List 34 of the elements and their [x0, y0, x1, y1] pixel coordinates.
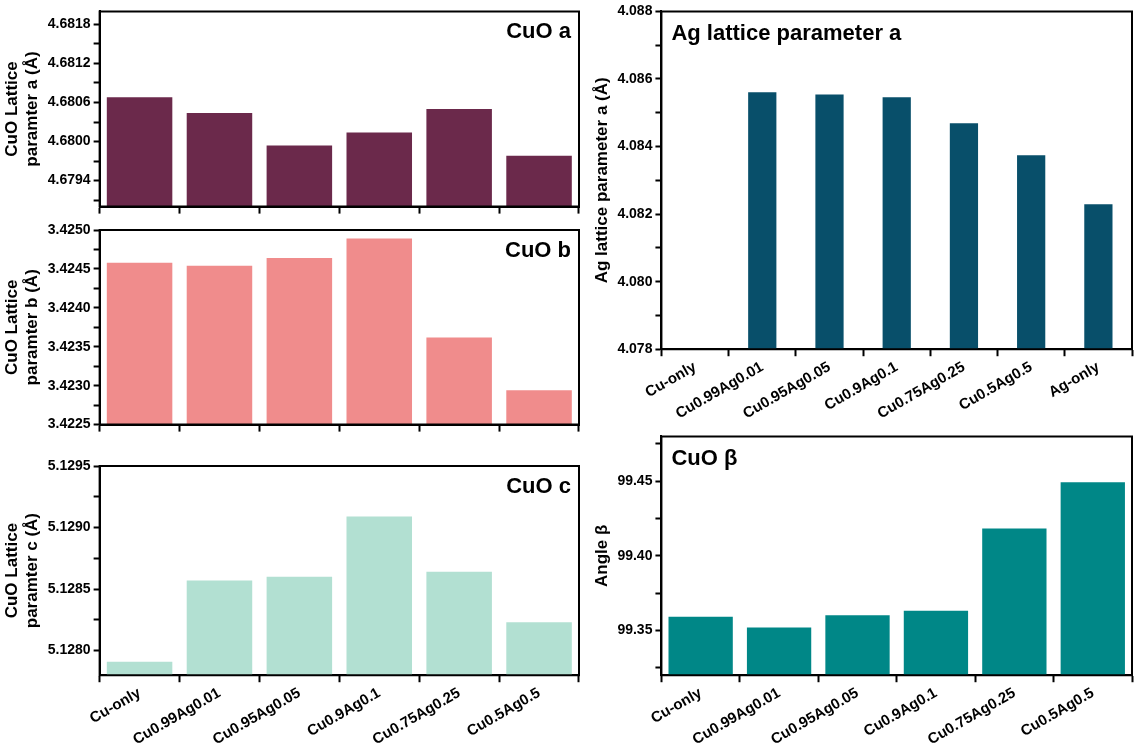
y-tick-label: 99.35	[617, 621, 653, 638]
y-axis-title: CuO Lattice paramter c (Å)	[1, 512, 42, 629]
y-tick-label: 4.078	[617, 340, 653, 357]
y-tick-label: 4.6794	[47, 171, 91, 188]
y-tick-label: 4.6812	[47, 54, 91, 71]
y-axis-title: CuO Lattice paramter b (Å)	[1, 269, 42, 386]
y-tick-label: 5.1290	[47, 518, 91, 535]
y-tick-label: 3.4235	[47, 337, 91, 354]
y-tick-label: 4.6818	[47, 15, 91, 32]
y-axis-title: Angle β	[591, 524, 611, 587]
y-tick-label: 4.6806	[47, 93, 91, 110]
chart-title: CuO a	[506, 18, 572, 44]
y-tick-label: 3.4250	[47, 220, 91, 237]
y-axis-title: Ag lattice parameter a (Å)	[591, 77, 611, 284]
y-tick-label: 3.4230	[47, 376, 91, 393]
y-tick-label: 4.084	[617, 137, 653, 154]
y-tick-label: 99.40	[617, 546, 653, 563]
y-tick-label: 5.1295	[47, 456, 91, 473]
chart-title: Ag lattice parameter a	[671, 20, 903, 46]
y-tick-label: 5.1280	[47, 641, 91, 658]
y-tick-label: 3.4245	[47, 259, 91, 276]
chart-title: CuO b	[505, 237, 571, 263]
y-tick-label: 3.4225	[47, 415, 91, 432]
chart-title: CuO c	[506, 473, 571, 499]
y-tick-label: 99.45	[617, 472, 653, 489]
y-axis-title: CuO Lattice paramter a (Å)	[1, 51, 42, 167]
y-tick-label: 3.4240	[47, 298, 91, 315]
y-tick-label: 5.1285	[47, 579, 91, 596]
y-tick-label: 4.086	[617, 69, 653, 86]
chart-title: CuO β	[671, 445, 738, 471]
y-tick-label: 4.6800	[47, 132, 91, 149]
y-tick-label: 4.088	[617, 2, 653, 19]
y-tick-label: 4.080	[617, 272, 653, 289]
y-tick-label: 4.082	[617, 204, 653, 221]
